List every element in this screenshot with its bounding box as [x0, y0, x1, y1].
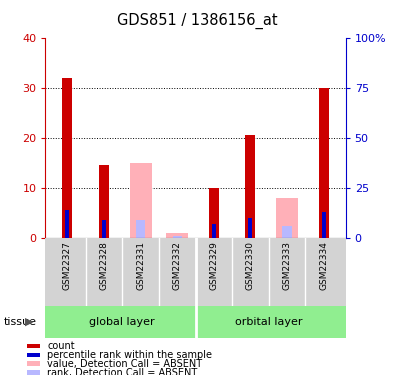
FancyBboxPatch shape [27, 352, 40, 357]
FancyBboxPatch shape [27, 370, 40, 375]
Bar [166, 233, 188, 238]
Bar [173, 236, 182, 238]
Text: global layer: global layer [90, 316, 155, 327]
FancyBboxPatch shape [27, 344, 40, 348]
Text: GSM22328: GSM22328 [100, 242, 109, 290]
Bar [282, 226, 292, 238]
Bar [319, 88, 329, 238]
Bar [102, 220, 106, 238]
Bar [212, 224, 216, 238]
Text: tissue: tissue [4, 317, 37, 327]
Text: GSM22334: GSM22334 [319, 242, 328, 290]
Text: GSM22327: GSM22327 [63, 242, 72, 290]
Text: value, Detection Call = ABSENT: value, Detection Call = ABSENT [47, 358, 202, 369]
Bar [130, 163, 152, 238]
Text: count: count [47, 341, 75, 351]
Text: GSM22329: GSM22329 [209, 242, 218, 290]
Text: percentile rank within the sample: percentile rank within the sample [47, 350, 212, 360]
Bar [66, 210, 70, 238]
Bar [245, 135, 256, 238]
Text: GDS851 / 1386156_at: GDS851 / 1386156_at [117, 13, 278, 29]
Text: GSM22331: GSM22331 [136, 242, 145, 291]
Text: rank, Detection Call = ABSENT: rank, Detection Call = ABSENT [47, 368, 197, 375]
Bar [276, 198, 298, 238]
Bar [248, 218, 252, 238]
FancyBboxPatch shape [27, 362, 40, 366]
Bar [62, 78, 72, 238]
Bar [99, 165, 109, 238]
Text: orbital layer: orbital layer [235, 316, 303, 327]
Bar [209, 188, 219, 238]
Text: GSM22332: GSM22332 [173, 242, 182, 290]
Text: GSM22333: GSM22333 [282, 242, 292, 291]
Text: ▶: ▶ [25, 317, 34, 327]
Bar [136, 220, 145, 238]
Bar [322, 212, 325, 238]
Text: GSM22330: GSM22330 [246, 242, 255, 291]
